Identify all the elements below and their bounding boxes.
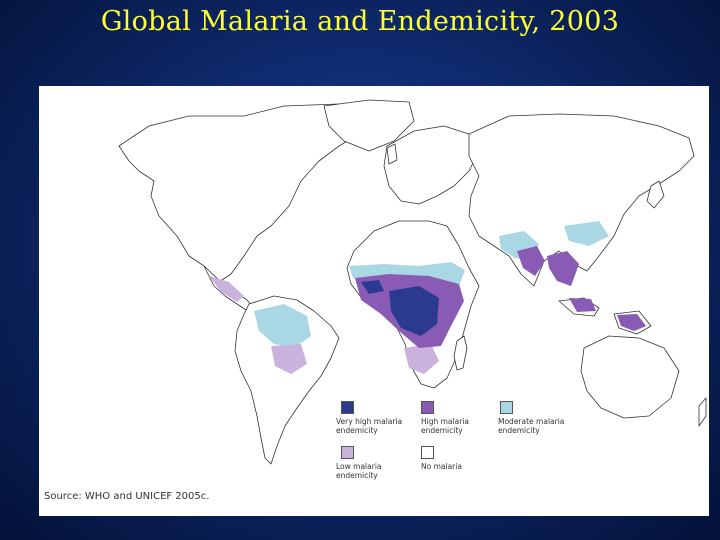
legend-label-very-high: Very high malaria endemicity	[336, 417, 403, 435]
very-high-region-central-africa	[389, 286, 439, 336]
moderate-region-china	[564, 221, 609, 246]
legend-swatch-high	[421, 401, 434, 414]
high-region-se-asia	[547, 251, 579, 286]
legend-label-high: High malaria endemicity	[421, 417, 469, 435]
very-high-region-west-africa	[361, 280, 384, 294]
world-map	[118, 99, 707, 465]
japan-landmass	[646, 180, 665, 209]
greenland-landmass	[323, 99, 415, 152]
uk-landmass	[386, 143, 398, 165]
europe-landmass	[383, 125, 480, 205]
legend-swatch-very-high	[341, 401, 354, 414]
moderate-region-south-america	[254, 304, 311, 348]
source-note: Source: WHO and UNICEF 2005c.	[44, 491, 210, 502]
legend-swatch-none	[421, 446, 434, 459]
legend-label-moderate: Moderate malaria endemicity	[498, 417, 565, 435]
map-panel: Very high malaria endemicity High malari…	[39, 86, 709, 516]
legend-label-low: Low malaria endemicity	[336, 462, 382, 480]
low-region-south-america	[271, 344, 307, 374]
legend-swatch-low	[341, 446, 354, 459]
high-region-india	[517, 246, 545, 276]
south-america-landmass	[234, 295, 340, 465]
north-america-landmass	[118, 103, 370, 283]
legend-label-none: No malaria	[421, 462, 462, 471]
high-region-indonesia	[569, 298, 596, 312]
australia-landmass	[580, 335, 680, 419]
madagascar-landmass	[453, 335, 468, 371]
slide-title: Global Malaria and Endemicity, 2003	[100, 6, 620, 37]
low-region-central-america	[209, 276, 244, 302]
legend-swatch-moderate	[500, 401, 513, 414]
high-region-new-guinea	[617, 314, 646, 331]
new-zealand-landmass	[698, 397, 707, 427]
low-region-africa-south	[404, 344, 439, 374]
